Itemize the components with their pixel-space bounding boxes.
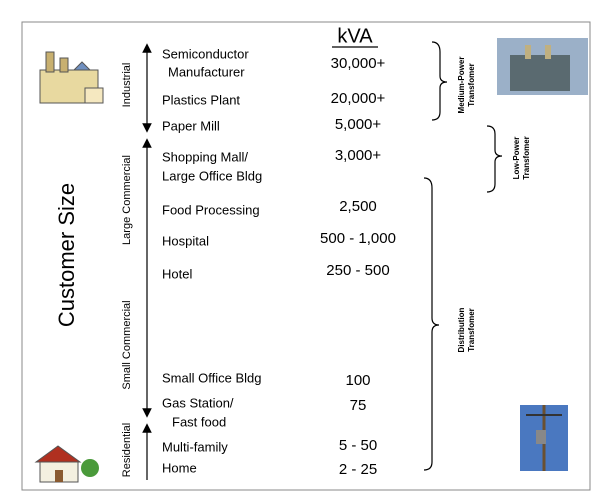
transformer-label: Medium-Power [457, 57, 466, 114]
unit-header: kVA [337, 25, 373, 47]
kva-value: 30,000+ [331, 55, 386, 72]
row-label: Plastics Plant [162, 92, 240, 107]
segment-label: Industrial [121, 63, 133, 108]
diagram: kVA Customer Size Semiconductor Manufactu… [0, 0, 598, 498]
kva-value: 5,000+ [335, 116, 382, 133]
kva-value: 250 - 500 [326, 262, 389, 279]
segment-label: Residential [121, 423, 133, 477]
kva-value: 5 - 50 [339, 437, 377, 454]
row-label: Shopping Mall/ [162, 149, 248, 164]
kva-value: 3,000+ [335, 147, 382, 164]
kva-value: 2 - 25 [339, 461, 377, 478]
pole-photo [520, 405, 568, 471]
transformer-label: Low-Power [512, 137, 521, 180]
row-label: Paper Mill [162, 118, 220, 133]
row-label: Manufacturer [168, 64, 245, 79]
row-label: Hotel [162, 266, 192, 281]
segment-label: Small Commercial [121, 300, 133, 389]
row-label: Large Office Bldg [162, 168, 262, 183]
kva-value: 2,500 [339, 198, 377, 215]
axis-title: Customer Size [54, 183, 79, 327]
transformer-photo [497, 38, 588, 95]
kva-value: 100 [345, 372, 370, 389]
row-label: Semiconductor [162, 46, 249, 61]
transformer-label: Distribution [457, 307, 466, 352]
kva-value: 500 - 1,000 [320, 230, 396, 247]
transformer-label: Transfomer [467, 63, 476, 107]
row-label: Hospital [162, 233, 209, 248]
row-label: Food Processing [162, 202, 260, 217]
segment-label: Large Commercial [121, 155, 133, 245]
row-label: Home [162, 460, 197, 475]
row-label: Multi-family [162, 439, 228, 454]
transformer-label: Transfomer [522, 136, 531, 180]
row-label: Fast food [172, 414, 226, 429]
kva-value: 75 [350, 397, 367, 414]
row-label: Small Office Bldg [162, 370, 261, 385]
kva-value: 20,000+ [331, 90, 386, 107]
row-label: Gas Station/ [162, 395, 234, 410]
transformer-label: Transfomer [467, 308, 476, 352]
